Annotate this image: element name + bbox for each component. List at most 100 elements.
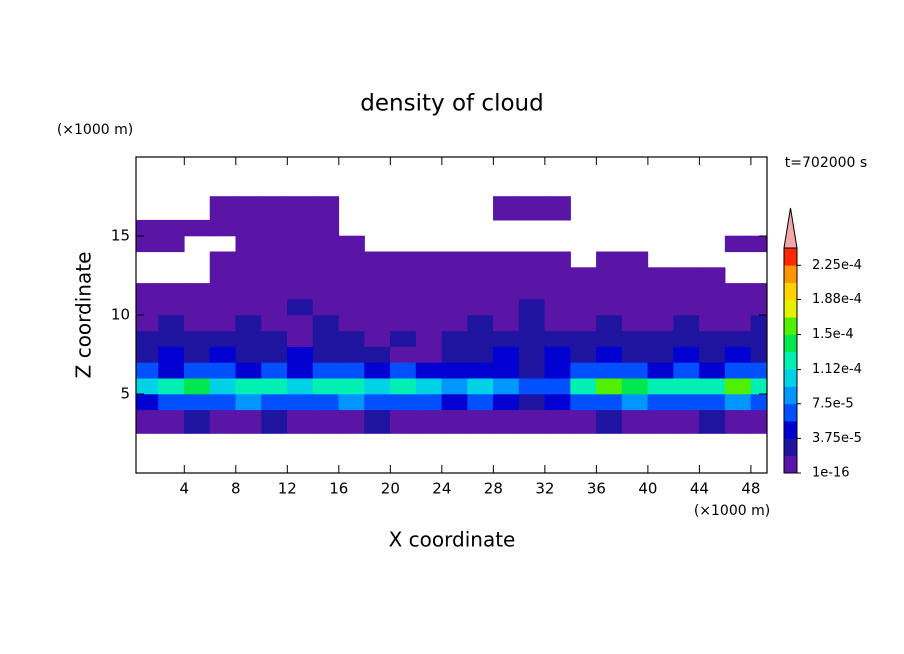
contour-cell xyxy=(135,219,159,237)
x-unit: (×1000 m) xyxy=(694,503,770,519)
x-tick-label: 36 xyxy=(587,480,606,498)
colorbar-tick-label: 1e-16 xyxy=(812,466,850,481)
contour-cell xyxy=(235,377,262,395)
contour-cell xyxy=(235,393,262,411)
contour-cell xyxy=(544,346,571,363)
contour-cell xyxy=(544,393,571,411)
contour-cell xyxy=(673,330,700,347)
contour-cell xyxy=(544,251,571,268)
contour-cell xyxy=(415,314,443,332)
contour-cell xyxy=(235,283,262,300)
contour-cell xyxy=(158,298,185,316)
contour-cell xyxy=(673,409,700,434)
contour-cell xyxy=(673,346,700,363)
colorbar-band xyxy=(784,438,797,456)
contour-cell xyxy=(699,298,726,316)
contour-cell xyxy=(621,267,649,284)
contour-cell xyxy=(596,330,623,347)
contour-cell xyxy=(699,283,726,300)
contour-cell xyxy=(158,377,185,395)
contour-cell xyxy=(364,362,391,379)
contour-cell xyxy=(518,267,546,284)
contour-cell xyxy=(647,362,674,379)
contour-cell xyxy=(441,377,468,395)
contour-cell xyxy=(312,298,340,316)
contour-cell xyxy=(364,346,391,363)
x-tick-label: 12 xyxy=(278,480,297,498)
chart-title: density of cloud xyxy=(360,91,543,117)
colorbar-extend xyxy=(783,207,798,249)
contour-cell xyxy=(338,251,365,268)
colorbar-band xyxy=(784,386,797,405)
contour-cell xyxy=(312,196,340,221)
x-tick-label: 20 xyxy=(381,480,400,498)
contour-cell xyxy=(235,267,262,284)
x-axis-label: X coordinate xyxy=(389,528,516,552)
colorbar-band xyxy=(784,421,797,439)
contour-cell xyxy=(209,219,237,237)
contour-cell xyxy=(364,298,391,316)
contour-cell xyxy=(544,377,571,395)
colorbar-tick-label: 1.88e-4 xyxy=(812,292,862,307)
contour-cell xyxy=(493,346,520,363)
contour-cell xyxy=(596,409,623,434)
contour-cell xyxy=(493,298,520,316)
y-unit: (×1000 m) xyxy=(57,122,133,138)
colorbar-band xyxy=(784,351,797,370)
contour-cell xyxy=(338,267,365,284)
colorbar-tick-label: 1.5e-4 xyxy=(812,327,854,342)
contour-cell xyxy=(467,330,494,347)
contour-cell xyxy=(415,377,443,395)
contour-cell xyxy=(261,219,288,237)
contour-cell xyxy=(570,346,597,363)
contour-cell xyxy=(364,409,391,434)
contour-cell xyxy=(415,298,443,316)
contour-cell xyxy=(724,314,752,332)
contour-cell xyxy=(364,330,391,347)
contour-cell xyxy=(518,314,546,332)
contour-cell xyxy=(544,298,571,316)
contour-cell xyxy=(338,393,365,411)
colorbar-band xyxy=(784,317,797,335)
contour-cell xyxy=(673,362,700,379)
contour-cell xyxy=(621,298,649,316)
contour-cell xyxy=(699,346,726,363)
contour-cell xyxy=(235,219,262,237)
contour-cell xyxy=(135,283,159,300)
contour-cell xyxy=(724,346,752,363)
contour-cell xyxy=(235,409,262,434)
contour-cell xyxy=(338,362,365,379)
contour-cell xyxy=(570,362,597,379)
colorbar-band xyxy=(784,248,797,266)
x-tick-label: 8 xyxy=(231,480,241,498)
contour-cell xyxy=(647,283,674,300)
contour-cell xyxy=(544,362,571,379)
contour-cell xyxy=(596,377,623,395)
field xyxy=(135,196,768,434)
contour-cell xyxy=(390,314,417,332)
contour-cell xyxy=(261,330,288,347)
contour-cell xyxy=(621,330,649,347)
contour-cell xyxy=(493,314,520,332)
contour-cell xyxy=(596,267,623,284)
contour-cell xyxy=(312,330,340,347)
contour-cell xyxy=(209,314,237,332)
contour-cell xyxy=(364,267,391,284)
contour-cell xyxy=(441,409,468,434)
contour-cell xyxy=(467,362,494,379)
colorbar-band xyxy=(784,299,797,318)
contour-cell xyxy=(493,283,520,300)
contour-cell xyxy=(312,267,340,284)
contour-cell xyxy=(750,314,768,332)
x-tick-label: 40 xyxy=(638,480,657,498)
contour-cell xyxy=(699,330,726,347)
contour-cell xyxy=(750,330,768,347)
contour-cell xyxy=(312,251,340,268)
contour-cell xyxy=(699,393,726,411)
contour-cell xyxy=(441,314,468,332)
contour-cell xyxy=(158,314,185,332)
contour-cell xyxy=(261,283,288,300)
contour-cell xyxy=(390,362,417,379)
x-tick-label: 44 xyxy=(690,480,709,498)
contour-cell xyxy=(621,346,649,363)
